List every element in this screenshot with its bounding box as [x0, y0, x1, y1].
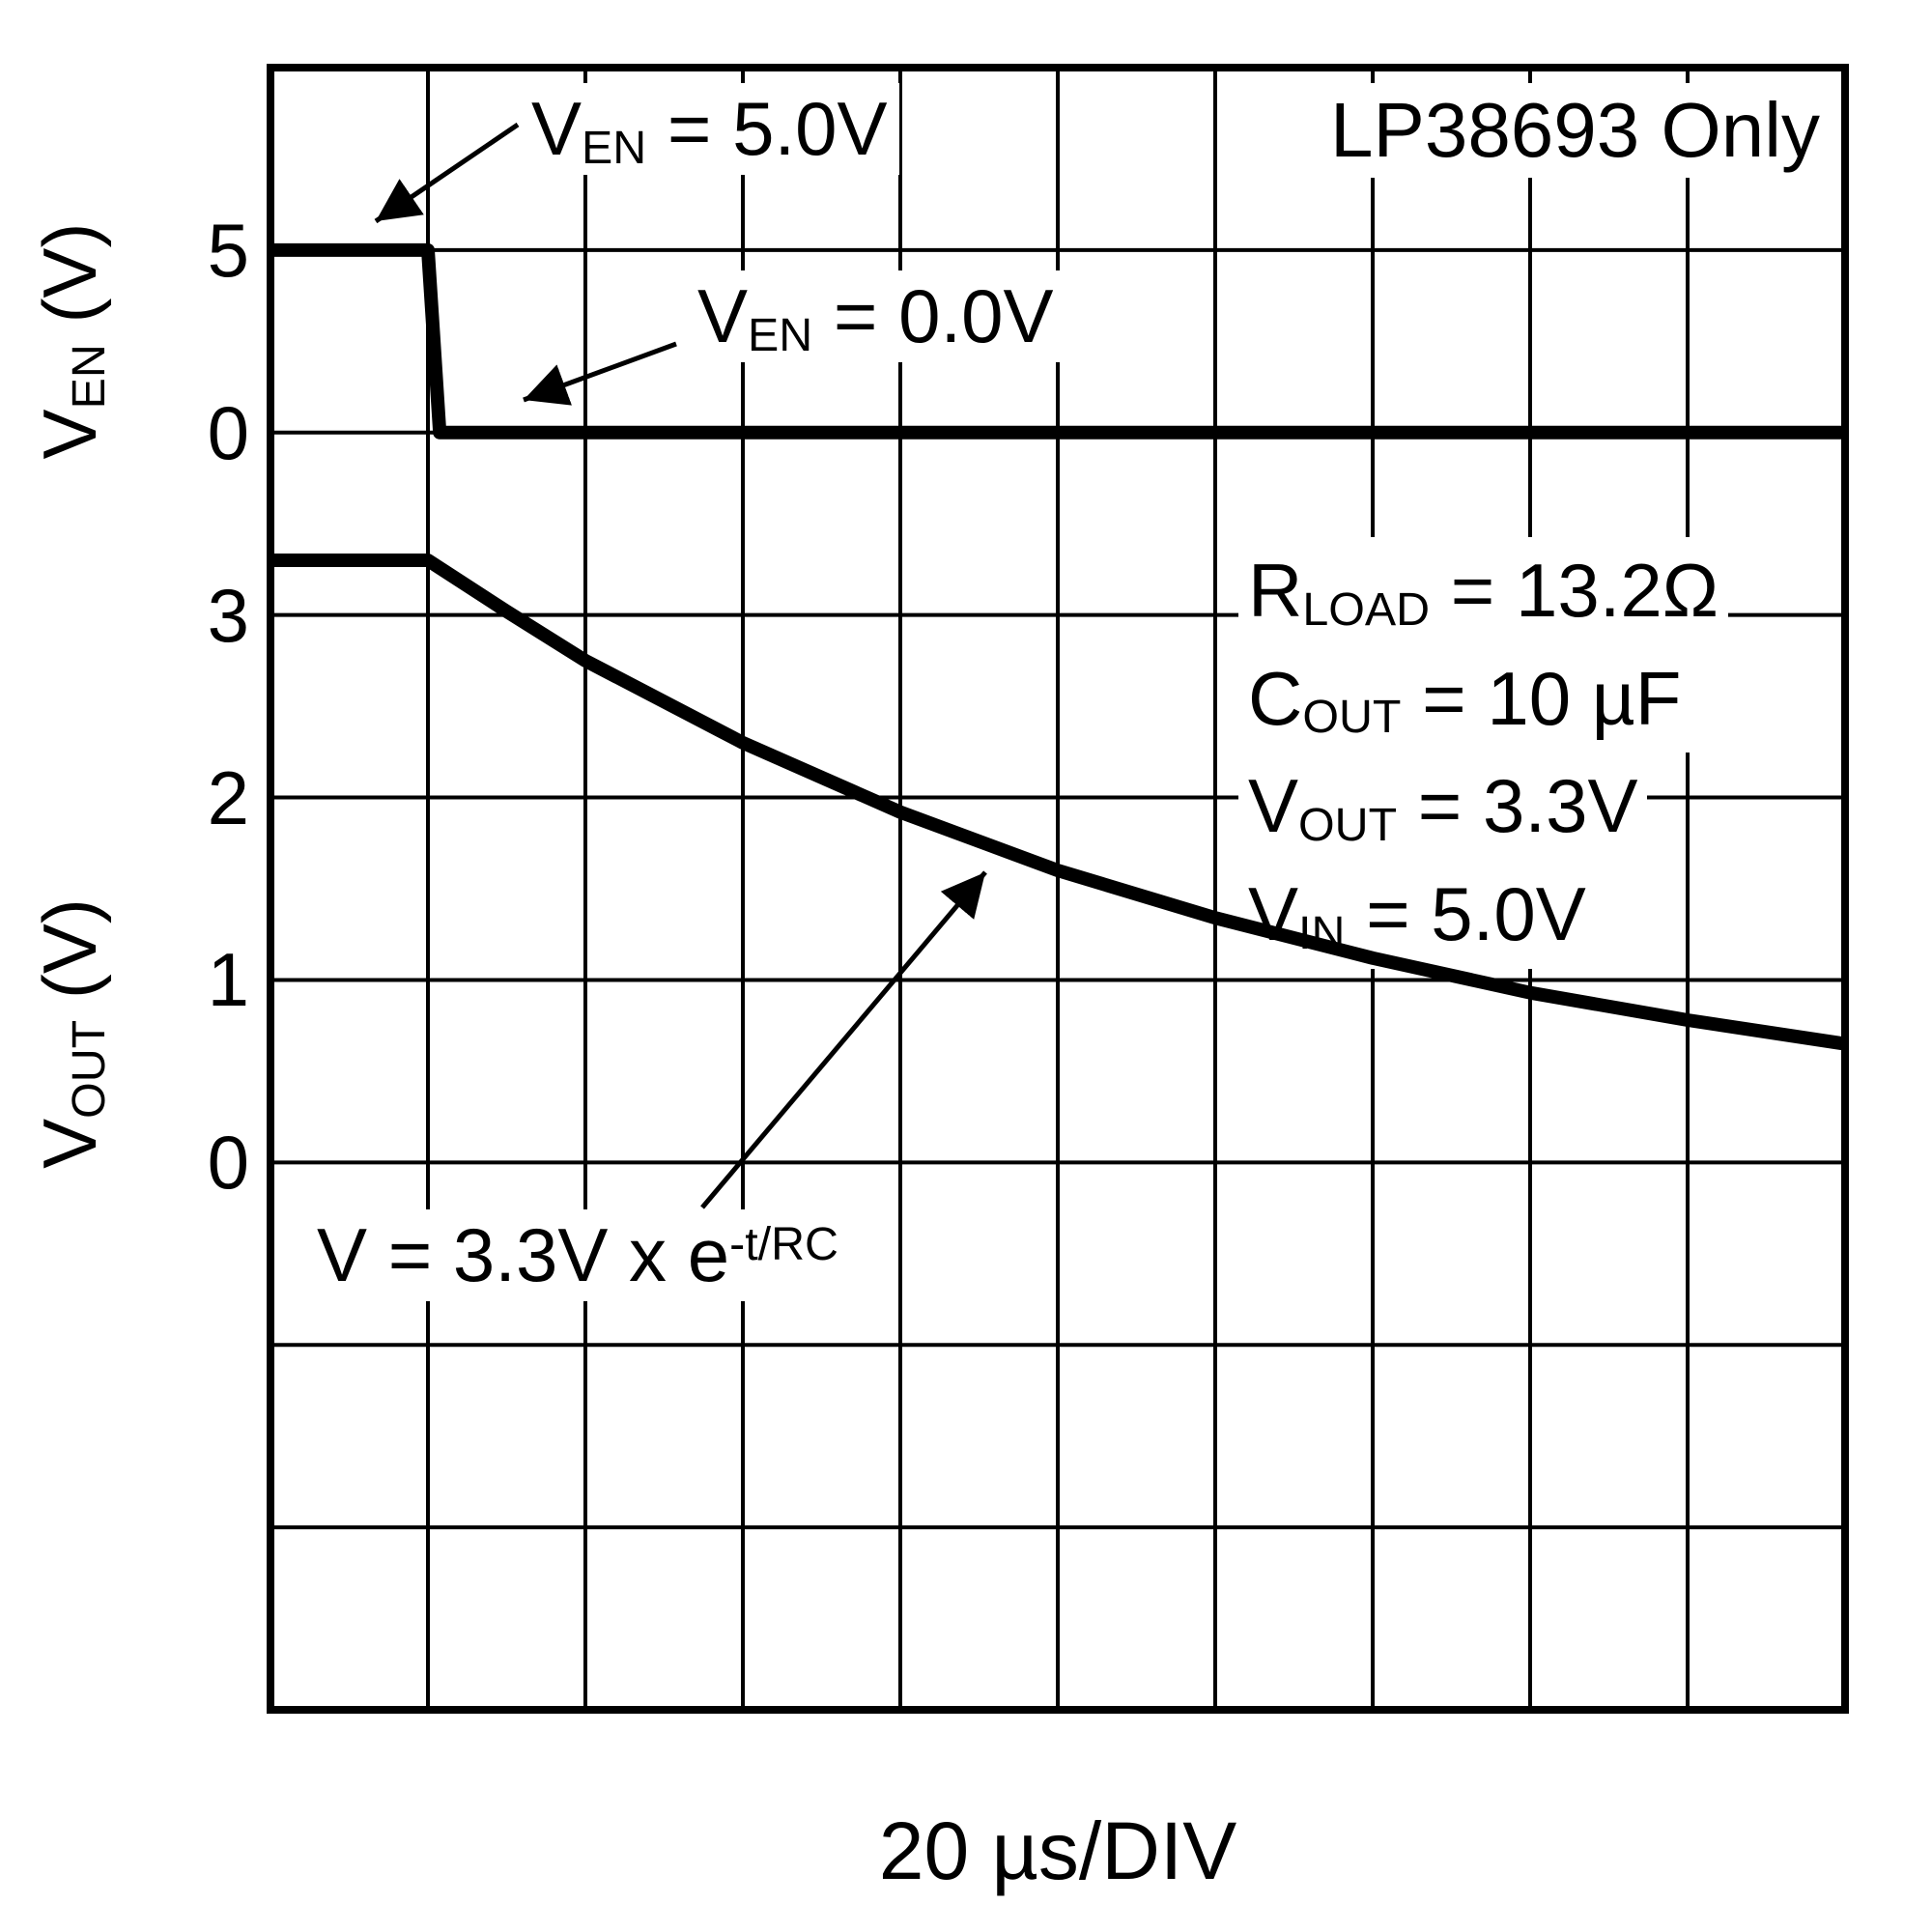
condition-line: RLOAD = 13.2Ω: [1238, 537, 1729, 645]
condition-line: VIN = 5.0V: [1238, 860, 1596, 969]
ven-low-sub: EN: [748, 308, 813, 361]
ven-high-sub: EN: [582, 121, 647, 174]
condition-line: VOUT = 3.3V: [1238, 753, 1648, 861]
x-axis-label: 20 µs/DIV: [878, 1805, 1237, 1896]
ven-axis-label-sub: EN: [62, 344, 115, 410]
condition-sub: OUT: [1302, 691, 1402, 744]
formula-base: V = 3.3V x e: [317, 1212, 730, 1297]
condition-pre: R: [1248, 548, 1303, 633]
vout-axis-label: VOUT (V): [27, 898, 115, 1169]
condition-sub: IN: [1298, 906, 1346, 959]
tick-VOUT-3: 3: [207, 572, 249, 658]
ven-low-pre: V: [697, 273, 749, 358]
tick-VEN-0: 0: [207, 389, 249, 475]
condition-line: COUT = 10 µF: [1238, 644, 1691, 753]
vout-axis-label-post: (V): [27, 898, 112, 1020]
ven-low-post: = 0.0V: [812, 273, 1054, 358]
test-conditions-block: RLOAD = 13.2Ω COUT = 10 µF VOUT = 3.3V VIN …: [1238, 537, 1729, 969]
formula-exponent: -t/RC: [729, 1218, 838, 1271]
tick-VOUT-0: 0: [207, 1120, 249, 1206]
chart-title: LP38693 Only: [1318, 83, 1832, 178]
ven-axis-label-pre: V: [27, 409, 112, 460]
ven-high-post: = 5.0V: [646, 86, 888, 171]
condition-sub: OUT: [1298, 798, 1398, 851]
tick-VOUT-2: 2: [207, 754, 249, 840]
ven-high-annotation: VEN = 5.0V: [520, 83, 899, 176]
ven-axis-label: VEN (V): [27, 223, 115, 460]
condition-post: = 3.3V: [1397, 763, 1638, 849]
condition-post: = 13.2Ω: [1430, 548, 1719, 633]
condition-post: = 10 µF: [1401, 655, 1682, 741]
condition-sub: LOAD: [1302, 582, 1431, 636]
condition-pre: V: [1248, 763, 1299, 849]
condition-pre: V: [1248, 870, 1299, 956]
vout-axis-label-sub: OUT: [62, 1019, 115, 1119]
ven-axis-label-post: (V): [27, 222, 112, 345]
condition-pre: C: [1248, 655, 1303, 741]
decay-formula-annotation: V = 3.3V x e-t/RC: [305, 1209, 850, 1302]
ven-low-annotation: VEN = 0.0V: [686, 270, 1065, 363]
ven-high-pre: V: [531, 86, 582, 171]
tick-VOUT-1: 1: [207, 937, 249, 1023]
vout-axis-label-pre: V: [27, 1118, 112, 1169]
tick-VEN-5: 5: [207, 207, 249, 293]
condition-post: = 5.0V: [1345, 870, 1586, 956]
